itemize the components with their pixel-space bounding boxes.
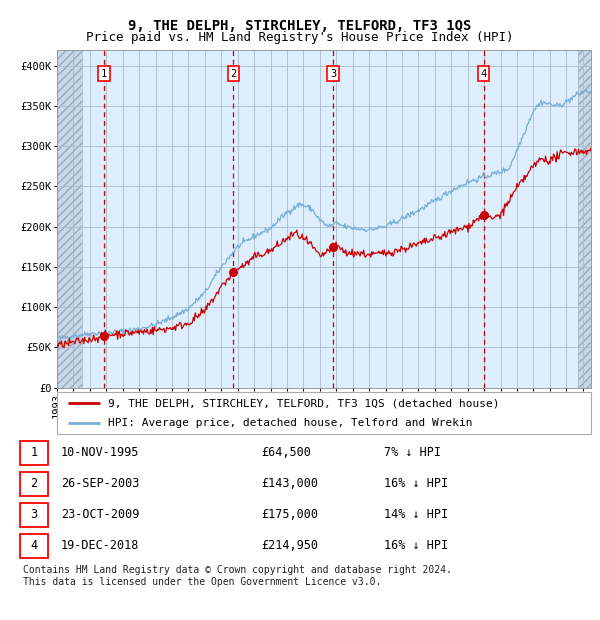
Text: 4: 4 [31, 539, 38, 552]
Text: 7% ↓ HPI: 7% ↓ HPI [384, 446, 441, 459]
Text: 2: 2 [230, 69, 236, 79]
Text: 4: 4 [481, 69, 487, 79]
Bar [57, 50, 82, 388]
Text: 9, THE DELPH, STIRCHLEY, TELFORD, TF3 1QS (detached house): 9, THE DELPH, STIRCHLEY, TELFORD, TF3 1Q… [108, 398, 499, 408]
Text: £64,500: £64,500 [262, 446, 311, 459]
FancyBboxPatch shape [20, 502, 48, 527]
FancyBboxPatch shape [20, 533, 48, 558]
Text: 26-SEP-2003: 26-SEP-2003 [61, 477, 139, 490]
Text: 19-DEC-2018: 19-DEC-2018 [61, 539, 139, 552]
Text: 3: 3 [330, 69, 337, 79]
Text: 3: 3 [31, 508, 38, 521]
Text: 16% ↓ HPI: 16% ↓ HPI [384, 539, 448, 552]
FancyBboxPatch shape [20, 472, 48, 496]
Text: 9, THE DELPH, STIRCHLEY, TELFORD, TF3 1QS: 9, THE DELPH, STIRCHLEY, TELFORD, TF3 1Q… [128, 19, 472, 33]
Text: £214,950: £214,950 [262, 539, 319, 552]
Text: 2: 2 [31, 477, 38, 490]
Text: 16% ↓ HPI: 16% ↓ HPI [384, 477, 448, 490]
Bar [578, 50, 591, 388]
Text: Price paid vs. HM Land Registry's House Price Index (HPI): Price paid vs. HM Land Registry's House … [86, 31, 514, 44]
Text: 10-NOV-1995: 10-NOV-1995 [61, 446, 139, 459]
Text: £175,000: £175,000 [262, 508, 319, 521]
Text: Contains HM Land Registry data © Crown copyright and database right 2024.
This d: Contains HM Land Registry data © Crown c… [23, 565, 452, 587]
Text: 14% ↓ HPI: 14% ↓ HPI [384, 508, 448, 521]
Text: £143,000: £143,000 [262, 477, 319, 490]
Text: 1: 1 [101, 69, 107, 79]
FancyBboxPatch shape [20, 441, 48, 465]
Bar [57, 50, 82, 388]
Bar [578, 50, 591, 388]
Text: 23-OCT-2009: 23-OCT-2009 [61, 508, 139, 521]
Text: HPI: Average price, detached house, Telford and Wrekin: HPI: Average price, detached house, Telf… [108, 418, 472, 428]
FancyBboxPatch shape [57, 392, 591, 434]
Text: 1: 1 [31, 446, 38, 459]
